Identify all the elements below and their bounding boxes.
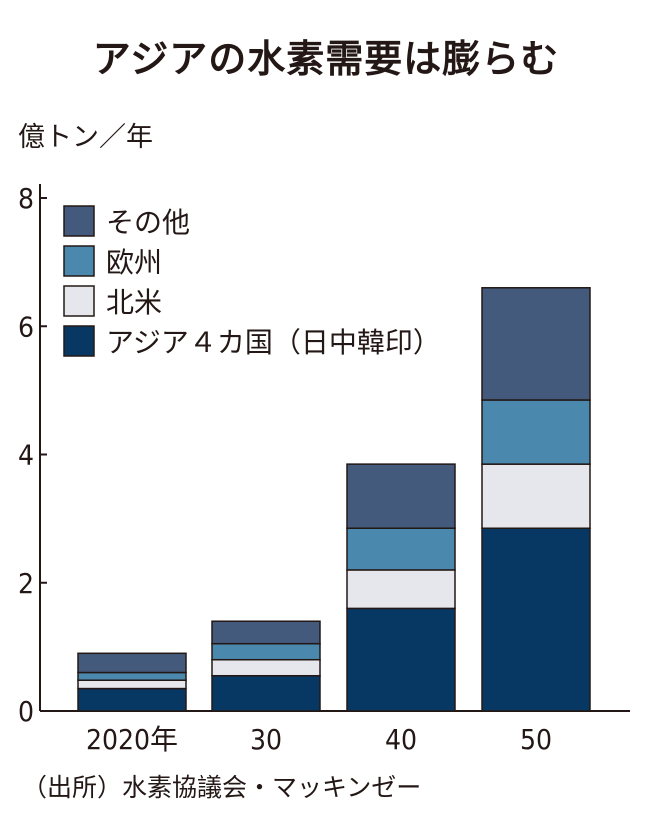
- bar-segment: [211, 674, 321, 712]
- x-category-label: 50: [520, 723, 552, 756]
- y-tick: 2: [18, 567, 47, 600]
- legend-item: 欧州: [63, 245, 162, 279]
- x-category-label: 2020年: [86, 723, 178, 756]
- legend-label: 欧州: [106, 246, 162, 279]
- y-tick-label: 6: [18, 310, 34, 343]
- y-tick: 6: [18, 310, 47, 343]
- legend-swatch: [63, 325, 95, 357]
- bar-segment: [481, 287, 591, 401]
- x-category: 50: [520, 723, 552, 756]
- source-note: （出所）水素協議会・マッキンゼー: [22, 773, 422, 802]
- bars: [77, 287, 591, 712]
- bar-segment: [481, 527, 591, 712]
- legend-item: その他: [63, 205, 190, 239]
- bar-segment: [211, 658, 321, 677]
- bar-segment: [346, 463, 456, 529]
- legend-item: アジア４カ国（日中韓印）: [63, 325, 441, 359]
- legend-item: 北米: [63, 285, 162, 319]
- legend-label: その他: [106, 206, 190, 239]
- bar-segment: [346, 527, 456, 571]
- y-tick-label: 8: [18, 182, 34, 215]
- legend-swatch: [63, 205, 95, 237]
- y-axis-unit-label: 億トン／年: [18, 122, 153, 153]
- bar-segment: [77, 671, 187, 681]
- bar-segment: [77, 687, 187, 712]
- legend-swatch: [63, 245, 95, 277]
- y-tick: 8: [18, 182, 47, 215]
- chart-title: アジアの水素需要は膨らむ: [92, 37, 560, 81]
- axes: 0 2 4 6 8 2020年 30 40 50: [18, 182, 630, 756]
- y-tick: 4: [18, 439, 47, 472]
- y-tick: 0: [18, 695, 47, 728]
- x-category: 2020年: [86, 723, 178, 756]
- x-category: 40: [385, 723, 417, 756]
- y-tick-label: 2: [18, 567, 34, 600]
- bar-segment: [211, 620, 321, 645]
- bar-segment: [481, 463, 591, 529]
- bar-segment: [77, 652, 187, 674]
- y-tick-label: 0: [18, 695, 34, 728]
- bar-segment: [211, 642, 321, 661]
- bar-segment: [77, 679, 187, 690]
- bar-segment: [346, 607, 456, 712]
- legend-swatch: [63, 285, 95, 317]
- x-category: 30: [250, 723, 282, 756]
- x-category-label: 40: [385, 723, 417, 756]
- legend-label: アジア４カ国（日中韓印）: [106, 326, 441, 359]
- legend-label: 北米: [106, 286, 162, 319]
- bar-segment: [481, 399, 591, 465]
- bar-segment: [346, 569, 456, 610]
- x-category-label: 30: [250, 723, 282, 756]
- y-tick-label: 4: [18, 439, 34, 472]
